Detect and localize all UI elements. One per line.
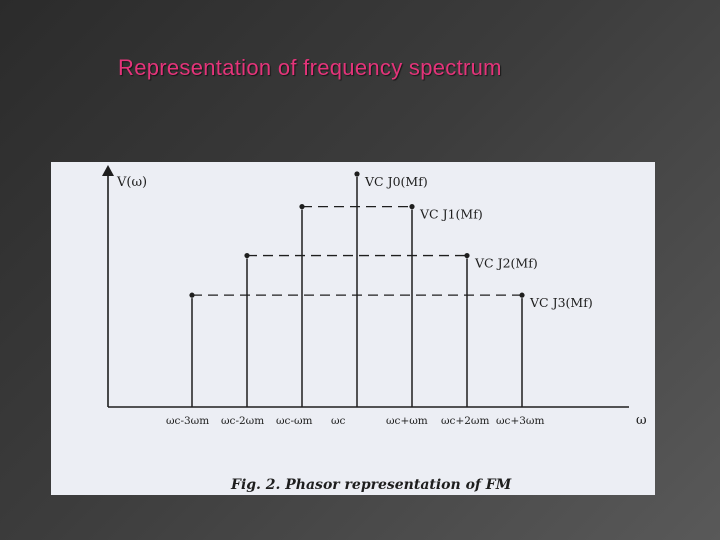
- spectral-line-dot: [409, 204, 415, 210]
- spectral-line-dot: [189, 292, 195, 298]
- y-axis-label: V(ω): [116, 175, 147, 190]
- spectral-lines: ωc-3ωm ωc-2ωm ωc-ωm ωc VC J0(Mf) ωc+ωm VC J1(M…: [166, 171, 593, 427]
- amplitude-label: VC J1(Mf): [419, 207, 483, 222]
- amplitude-label: VC J2(Mf): [474, 256, 538, 271]
- spectral-line-dot: [354, 171, 360, 177]
- frequency-tick-label: ωc+ωm: [386, 415, 428, 427]
- spectrum-diagram: V(ω) ω ωc-3ωm ωc-2ωm ωc-ωm ωc VC J0(Mf) ωc+ωm…: [102, 165, 647, 493]
- slide-title: Representation of frequency spectrum: [118, 55, 502, 80]
- frequency-tick-label: ωc+2ωm: [441, 415, 489, 427]
- y-axis-arrow: [102, 165, 114, 176]
- frequency-tick-label: ωc-2ωm: [221, 415, 264, 427]
- spectral-line-dot: [244, 252, 250, 259]
- figure-caption: Fig. 2. Phasor representation of FM: [230, 477, 512, 493]
- frequency-tick-label: ωc-ωm: [276, 415, 313, 427]
- frequency-tick-label: ωc: [331, 415, 346, 427]
- amplitude-label: VC J0(Mf): [364, 174, 428, 189]
- spectral-line-dot: [299, 204, 305, 210]
- spectral-line-dot: [464, 252, 470, 259]
- frequency-tick-label: ωc-3ωm: [166, 415, 209, 427]
- amplitude-label: VC J3(Mf): [529, 295, 593, 310]
- frequency-tick-label: ωc+3ωm: [496, 415, 544, 427]
- x-axis-label: ω: [636, 413, 647, 428]
- spectrum-figure: V(ω) ω ωc-3ωm ωc-2ωm ωc-ωm ωc VC J0(Mf) ωc+ωm…: [51, 162, 655, 495]
- spectral-line-dot: [519, 292, 525, 298]
